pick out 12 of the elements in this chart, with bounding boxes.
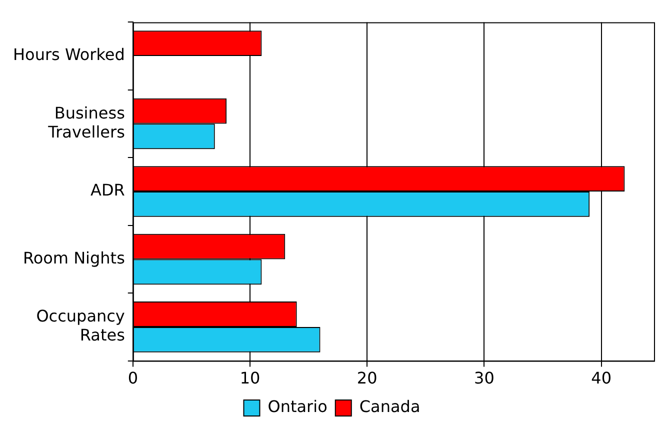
- y-tick-label: Business Travellers: [47, 103, 125, 142]
- x-tick-label: 30: [474, 368, 494, 388]
- y-tick-label: ADR: [90, 180, 125, 200]
- legend-label: Canada: [359, 397, 420, 416]
- x-tick-label: 0: [128, 368, 138, 388]
- y-tick-label: Occupancy Rates: [36, 306, 125, 345]
- legend-label: Ontario: [268, 397, 328, 416]
- x-tick-label: 10: [240, 368, 260, 388]
- x-tick-label: 20: [356, 368, 378, 388]
- x-tick-label: 40: [591, 368, 612, 388]
- y-tick-label: Hours Worked: [13, 45, 125, 64]
- y-tick-label: Room Nights: [22, 248, 125, 268]
